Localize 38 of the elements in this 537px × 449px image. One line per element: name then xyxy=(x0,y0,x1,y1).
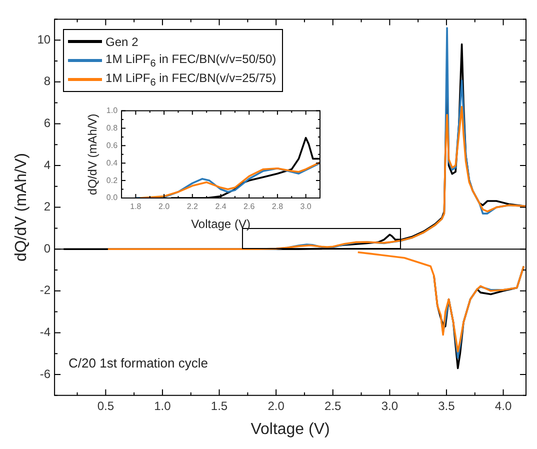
y-tick-label: 0 xyxy=(44,241,51,256)
x-tick-label: 2.5 xyxy=(324,398,342,413)
x-tick-label: 2.6 xyxy=(244,202,256,212)
y-tick-label: 4 xyxy=(44,158,51,172)
legend-label: 1M LiPF$_{6}$ in FEC/BN(v/v=25/75) xyxy=(106,70,276,88)
x-tick-label: 2.8 xyxy=(272,202,284,212)
y-tick-label: -6 xyxy=(40,366,51,381)
legend-label: 1M LiPF$_{6}$ in FEC/BN(v/v=50/50) xyxy=(106,52,276,70)
x-tick-label: 2.0 xyxy=(268,398,285,413)
x-tick-label: 4.0 xyxy=(494,398,512,413)
x-axis-title: Voltage (V) xyxy=(250,420,330,438)
legend-label: Gen 2 xyxy=(106,34,138,49)
y-tick-label: 8 xyxy=(44,74,51,88)
y-tick-label: 0.2 xyxy=(106,176,118,185)
y-tick-label: 2 xyxy=(44,200,51,214)
y-tick-label: 1.0 xyxy=(106,106,118,116)
x-tick-label: 3.5 xyxy=(438,398,456,413)
x-tick-label: 0.5 xyxy=(97,398,114,413)
y-tick-label: 0.6 xyxy=(106,140,118,150)
x-tick-label: 3.0 xyxy=(300,202,312,212)
y-tick-label: 6 xyxy=(44,116,51,130)
x-tick-label: 1.8 xyxy=(130,202,142,212)
y-tick-label: 0.0 xyxy=(106,193,118,202)
y-tick-label: 0.8 xyxy=(106,123,118,132)
y-axis-title: dQ/dV (mAh/V) xyxy=(86,114,100,196)
y-tick-label: 0.4 xyxy=(106,158,118,168)
x-tick-label: 3.0 xyxy=(381,398,398,413)
x-tick-label: 1.0 xyxy=(154,398,172,413)
x-tick-label: 2.0 xyxy=(158,202,170,212)
y-tick-label: -2 xyxy=(40,283,51,298)
y-tick-label: 10 xyxy=(37,32,51,46)
x-tick-label: 1.5 xyxy=(210,398,228,413)
y-tick-label: -4 xyxy=(40,325,51,340)
x-tick-label: 2.4 xyxy=(215,202,227,212)
x-tick-label: 2.2 xyxy=(186,202,199,212)
annotation: C/20 1st formation cycle xyxy=(68,355,208,370)
y-axis-title: dQ/dV (mAh/V) xyxy=(13,153,30,262)
x-axis-title: Voltage (V) xyxy=(191,217,250,232)
